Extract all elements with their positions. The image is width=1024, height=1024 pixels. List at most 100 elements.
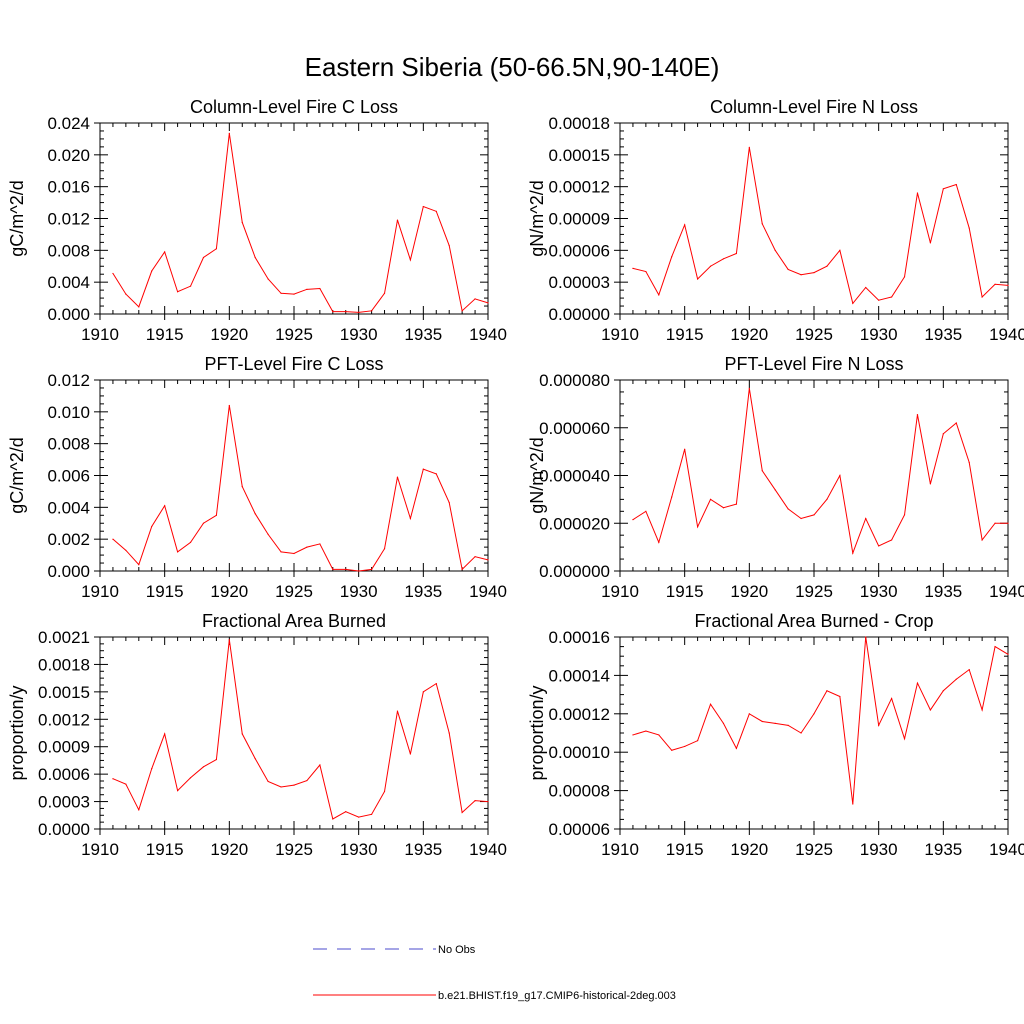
- data-point: [151, 525, 153, 528]
- y-tick-label: 0.00000: [549, 305, 610, 324]
- x-tick-label: 1920: [730, 582, 768, 601]
- plot-frame: [99, 122, 489, 315]
- data-point: [839, 695, 841, 698]
- data-point: [994, 283, 996, 285]
- data-point: [632, 519, 634, 521]
- legend-label-no-obs: No Obs: [438, 944, 476, 956]
- data-point: [684, 745, 686, 748]
- data-point: [839, 474, 841, 477]
- data-point: [177, 291, 179, 293]
- data-point: [748, 387, 750, 389]
- data-point: [293, 784, 295, 786]
- data-point: [697, 740, 699, 742]
- data-point: [735, 747, 738, 749]
- data-point: [371, 568, 373, 571]
- data-point: [396, 219, 399, 221]
- data-point: [474, 298, 476, 300]
- legend: No Obs b.e21.BHIST.f19_g17.CMIP6-histori…: [313, 944, 676, 1002]
- data-point: [332, 311, 334, 313]
- x-tick-label: 1910: [81, 325, 119, 344]
- x-tick-label: 1925: [795, 582, 833, 601]
- x-tick-label: 1925: [275, 325, 313, 344]
- data-point: [306, 779, 308, 782]
- data-point: [916, 192, 919, 194]
- data-point: [774, 722, 776, 725]
- data-point: [177, 790, 179, 792]
- series-line: [632, 147, 1009, 305]
- y-tick-label: 0.00012: [549, 178, 610, 197]
- y-tick-label: 0.004: [47, 498, 90, 517]
- x-tick-label: 1940: [989, 840, 1024, 859]
- data-point: [852, 803, 854, 805]
- data-point: [435, 473, 437, 475]
- data-point: [177, 551, 179, 553]
- data-point: [942, 690, 944, 692]
- data-point: [112, 778, 114, 780]
- chart-panel: 1910 1915 1920 1925 1930 1935 1940 0.000 0.002 0.…: [7, 354, 507, 601]
- data-point: [929, 483, 932, 485]
- legend-label-model: b.e21.BHIST.f19_g17.CMIP6-historical-2de…: [438, 990, 676, 1002]
- plot-frame: [619, 636, 1009, 830]
- data-point: [267, 278, 269, 280]
- data-point: [112, 272, 114, 275]
- panel-title: PFT-Level Fire N Loss: [724, 354, 903, 374]
- data-point: [878, 724, 880, 726]
- data-point: [448, 244, 450, 247]
- data-point: [254, 513, 256, 515]
- x-tick-label: 1940: [989, 325, 1024, 344]
- data-point: [981, 296, 983, 298]
- figure-title: Eastern Siberia (50-66.5N,90-140E): [305, 52, 720, 82]
- data-point: [138, 306, 140, 308]
- data-point: [671, 749, 673, 751]
- data-point: [358, 570, 360, 572]
- data-point: [865, 286, 867, 289]
- data-point: [202, 256, 205, 259]
- panel-title: Column-Level Fire C Loss: [190, 97, 398, 117]
- x-tick-label: 1935: [924, 582, 962, 601]
- y-tick-label: 0.000: [47, 562, 90, 581]
- data-point: [383, 790, 386, 793]
- data-point: [306, 546, 308, 548]
- data-point: [396, 710, 399, 712]
- x-tick-label: 1925: [795, 325, 833, 344]
- y-tick-label: 0.00014: [549, 666, 610, 685]
- data-point: [487, 302, 489, 304]
- data-point: [981, 539, 983, 541]
- data-point: [125, 293, 127, 295]
- data-point: [319, 287, 321, 290]
- data-point: [903, 276, 906, 278]
- data-point: [267, 533, 269, 535]
- data-point: [968, 461, 970, 463]
- y-tick-label: 0.00015: [549, 146, 610, 165]
- data-point: [994, 646, 996, 648]
- data-point: [215, 758, 217, 761]
- y-tick-label: 0.000080: [539, 371, 610, 390]
- y-tick-label: 0.020: [47, 146, 90, 165]
- data-point: [138, 564, 140, 566]
- x-tick-label: 1930: [860, 325, 898, 344]
- x-tick-label: 1940: [469, 582, 507, 601]
- data-point: [358, 816, 360, 818]
- data-point: [125, 549, 127, 551]
- y-tick-label: 0.00009: [549, 210, 610, 229]
- y-tick-label: 0.006: [47, 467, 90, 486]
- y-tick-label: 0.0012: [38, 710, 90, 729]
- data-point: [658, 294, 660, 296]
- data-point: [280, 292, 282, 294]
- x-tick-label: 1920: [730, 840, 768, 859]
- data-point: [826, 265, 828, 267]
- y-tick-label: 0.0021: [38, 628, 90, 647]
- data-point: [903, 514, 906, 516]
- data-point: [164, 505, 166, 507]
- data-point: [189, 777, 192, 779]
- data-point: [112, 538, 114, 540]
- data-point: [228, 639, 230, 641]
- x-tick-label: 1920: [210, 582, 248, 601]
- data-point: [787, 508, 789, 510]
- series-line: [632, 636, 1009, 805]
- data-point: [709, 498, 712, 500]
- x-tick-label: 1915: [666, 582, 704, 601]
- y-tick-label: 0.0015: [38, 683, 90, 702]
- data-point: [658, 734, 660, 736]
- data-point: [878, 545, 880, 547]
